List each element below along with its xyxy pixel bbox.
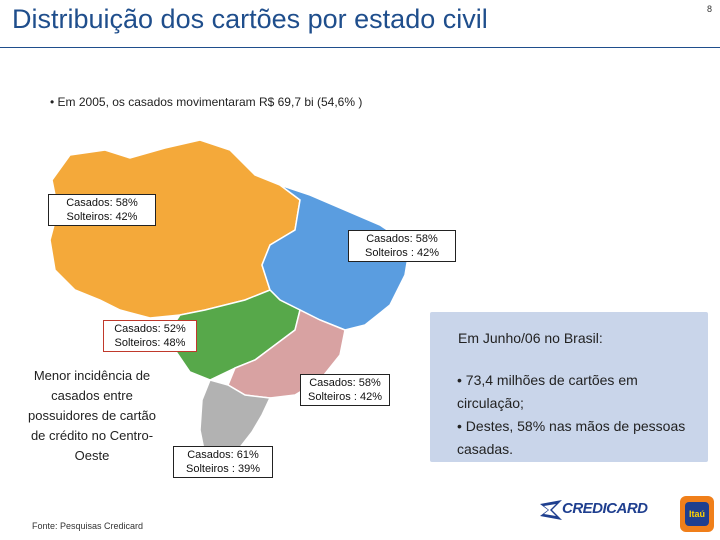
label-centro-oeste: Casados: 52% Solteiros: 48% xyxy=(103,320,197,352)
info-box-heading: Em Junho/06 no Brasil: xyxy=(458,330,603,346)
info-bullet-cards: • 73,4 milhões de cartões em circulação; xyxy=(457,372,638,411)
label-sudeste-solteiros: Solteiros : 42% xyxy=(308,391,382,403)
source-note: Fonte: Pesquisas Credicard xyxy=(32,521,144,531)
info-box: Em Junho/06 no Brasil: • 73,4 milhões de… xyxy=(430,312,708,462)
label-norte-casados: Casados: 58% xyxy=(66,197,138,209)
label-norte: Casados: 58% Solteiros: 42% xyxy=(48,194,156,226)
brazil-map xyxy=(49,139,411,474)
label-centro-oeste-solteiros: Solteiros: 48% xyxy=(114,337,186,349)
title-divider xyxy=(0,47,720,48)
itau-logo: Itaú xyxy=(680,496,714,532)
region-norte xyxy=(49,139,301,319)
label-nordeste: Casados: 58% Solteiros : 42% xyxy=(348,230,456,262)
label-norte-solteiros: Solteiros: 42% xyxy=(66,211,138,223)
label-sul: Casados: 61% Solteiros : 39% xyxy=(173,446,273,478)
info-box-body: • 73,4 milhões de cartões em circulação;… xyxy=(457,369,697,461)
page-number: 8 xyxy=(706,4,712,14)
label-sul-casados: Casados: 61% xyxy=(187,449,259,461)
itau-logo-text: Itaú xyxy=(685,502,709,526)
centro-oeste-note: Menor incidência de casados entre possui… xyxy=(28,368,156,463)
summary-bullet: • Em 2005, os casados movimentaram R$ 69… xyxy=(50,95,363,109)
info-bullet-married: • Destes, 58% nas mãos de pessoas casada… xyxy=(457,418,686,457)
label-sul-solteiros: Solteiros : 39% xyxy=(186,463,260,475)
label-nordeste-casados: Casados: 58% xyxy=(366,233,438,245)
label-sudeste: Casados: 58% Solteiros : 42% xyxy=(300,374,390,406)
label-nordeste-solteiros: Solteiros : 42% xyxy=(365,247,439,259)
page-title: Distribuição dos cartões por estado civi… xyxy=(12,4,488,34)
label-centro-oeste-casados: Casados: 52% xyxy=(114,323,186,335)
credicard-logo-text: CREDICARD xyxy=(562,500,648,517)
credicard-logo-icon xyxy=(540,500,562,520)
label-sudeste-casados: Casados: 58% xyxy=(309,377,381,389)
